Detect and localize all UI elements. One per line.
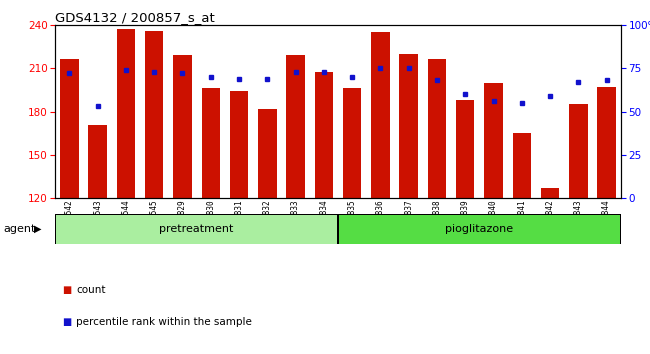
Bar [569,104,588,198]
Text: ■: ■ [62,285,71,295]
Text: ▶: ▶ [34,224,42,234]
Bar [428,59,446,198]
Bar [60,59,79,198]
Bar [315,73,333,198]
Bar [145,30,163,198]
Bar [371,32,389,198]
Bar [60,59,79,198]
Bar [145,30,163,198]
Bar [202,88,220,198]
Bar [400,54,418,198]
Text: GDS4132 / 200857_s_at: GDS4132 / 200857_s_at [55,11,215,24]
Bar [569,104,588,198]
Bar [117,29,135,198]
Bar [597,87,616,198]
Text: percentile rank within the sample: percentile rank within the sample [76,317,252,327]
Bar [513,133,531,198]
Bar [428,59,446,198]
Bar [88,125,107,198]
Text: count: count [76,285,105,295]
Text: ■: ■ [62,317,71,327]
Text: pretreatment: pretreatment [159,224,234,234]
Bar [287,55,305,198]
Bar [315,73,333,198]
Bar [597,87,616,198]
Bar [343,88,361,198]
Text: agent: agent [3,224,36,234]
Bar [202,88,220,198]
Bar [88,125,107,198]
Bar [456,100,474,198]
Bar [230,91,248,198]
Bar [117,29,135,198]
Bar [513,133,531,198]
Bar [258,109,276,198]
Bar [484,82,502,198]
Bar [343,88,361,198]
Bar [287,55,305,198]
Bar [56,215,337,244]
Bar [541,188,559,198]
Bar [456,100,474,198]
Bar [371,32,389,198]
Bar [339,215,620,244]
Bar [258,109,276,198]
Text: pioglitazone: pioglitazone [445,224,514,234]
Bar [400,54,418,198]
Bar [541,188,559,198]
Bar [230,91,248,198]
Bar [174,55,192,198]
Bar [484,82,502,198]
Bar [174,55,192,198]
